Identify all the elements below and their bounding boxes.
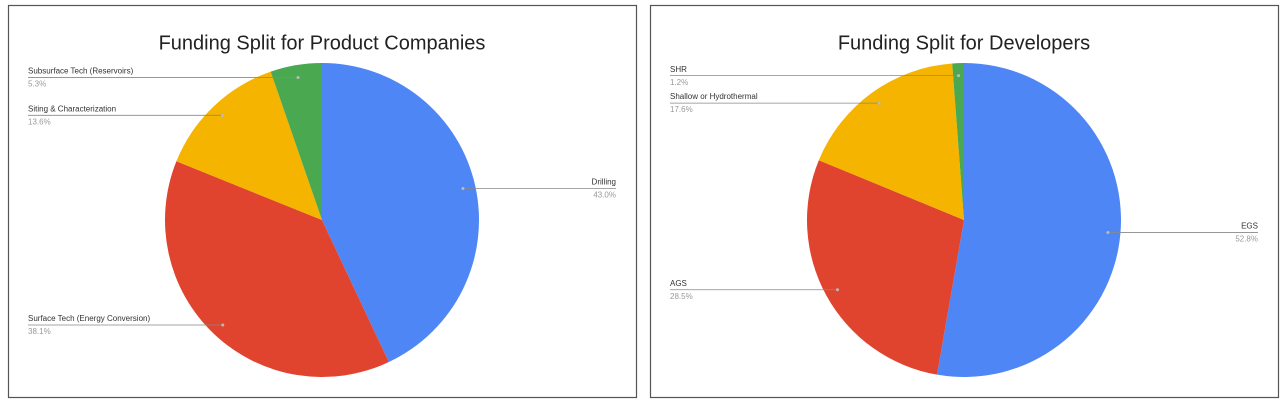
- slice-label: AGS: [670, 279, 687, 288]
- slice-label: SHR: [670, 65, 687, 74]
- leader-dot: [1106, 230, 1110, 234]
- leader-dot: [296, 76, 300, 80]
- slice-label: Shallow or Hydrothermal: [670, 92, 758, 101]
- chart-panel: Funding Split for Developers EGS 52.8% AGS 2…: [649, 4, 1280, 399]
- leader-dot: [957, 74, 961, 78]
- slice-label: Drilling: [592, 178, 616, 187]
- pie-slice: [164, 161, 389, 377]
- pie-slice: [176, 71, 322, 221]
- slice-value-label: 1.2%: [670, 78, 688, 87]
- slice-value-label: 43.0%: [593, 191, 616, 200]
- slice-label: Siting & Characterization: [28, 104, 116, 113]
- pie-slice: [818, 63, 964, 221]
- pie-slice: [322, 63, 480, 363]
- pie-slice: [270, 63, 322, 220]
- slice-value-label: 38.1%: [28, 327, 51, 336]
- pie-slice: [952, 63, 964, 220]
- leader-dot: [461, 186, 465, 190]
- chart-panel: Funding Split for Product Companies Drill…: [7, 4, 638, 399]
- chart-title: Funding Split for Product Companies: [159, 32, 486, 54]
- leader-dot: [221, 323, 225, 327]
- slice-value-label: 13.6%: [28, 117, 51, 126]
- slice-value-label: 52.8%: [1235, 235, 1258, 244]
- pie-slice: [937, 63, 1122, 377]
- slice-value-label: 17.6%: [670, 105, 693, 114]
- slice-label: EGS: [1241, 222, 1258, 231]
- pie-slice: [806, 160, 964, 375]
- leader-dot: [836, 288, 840, 292]
- slice-value-label: 5.3%: [28, 80, 46, 89]
- leader-dot: [220, 113, 224, 117]
- slice-value-label: 28.5%: [670, 292, 693, 301]
- slice-label: Subsurface Tech (Reservoirs): [28, 67, 134, 76]
- chart-title: Funding Split for Developers: [838, 32, 1090, 54]
- slice-label: Surface Tech (Energy Conversion): [28, 314, 150, 323]
- leader-dot: [877, 101, 881, 105]
